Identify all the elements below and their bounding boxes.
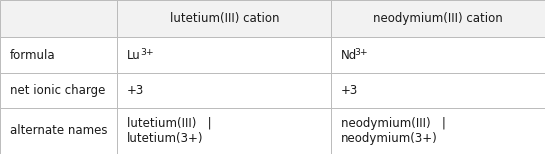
Bar [0, 108, 117, 154]
Bar [117, 108, 331, 154]
Bar [331, 73, 545, 108]
Bar [331, 0, 545, 37]
Bar [331, 37, 545, 73]
Bar [0, 73, 117, 108]
Text: 3+: 3+ [354, 48, 368, 57]
Bar [117, 0, 331, 37]
Bar [117, 73, 331, 108]
Text: lutetium(III) cation: lutetium(III) cation [169, 12, 279, 25]
Text: net ionic charge: net ionic charge [10, 84, 105, 97]
Bar [0, 37, 117, 73]
Text: alternate names: alternate names [10, 124, 107, 137]
Text: Nd: Nd [341, 49, 358, 62]
Text: +3: +3 [341, 84, 359, 97]
Bar [117, 37, 331, 73]
Text: neodymium(III) cation: neodymium(III) cation [373, 12, 503, 25]
Bar [0, 0, 117, 37]
Text: neodymium(III)   |
neodymium(3+): neodymium(III) | neodymium(3+) [341, 117, 446, 145]
Bar [331, 108, 545, 154]
Text: formula: formula [10, 49, 56, 62]
Text: +3: +3 [127, 84, 144, 97]
Text: lutetium(III)   |
lutetium(3+): lutetium(III) | lutetium(3+) [127, 117, 211, 145]
Text: Lu: Lu [127, 49, 141, 62]
Text: 3+: 3+ [140, 48, 154, 57]
